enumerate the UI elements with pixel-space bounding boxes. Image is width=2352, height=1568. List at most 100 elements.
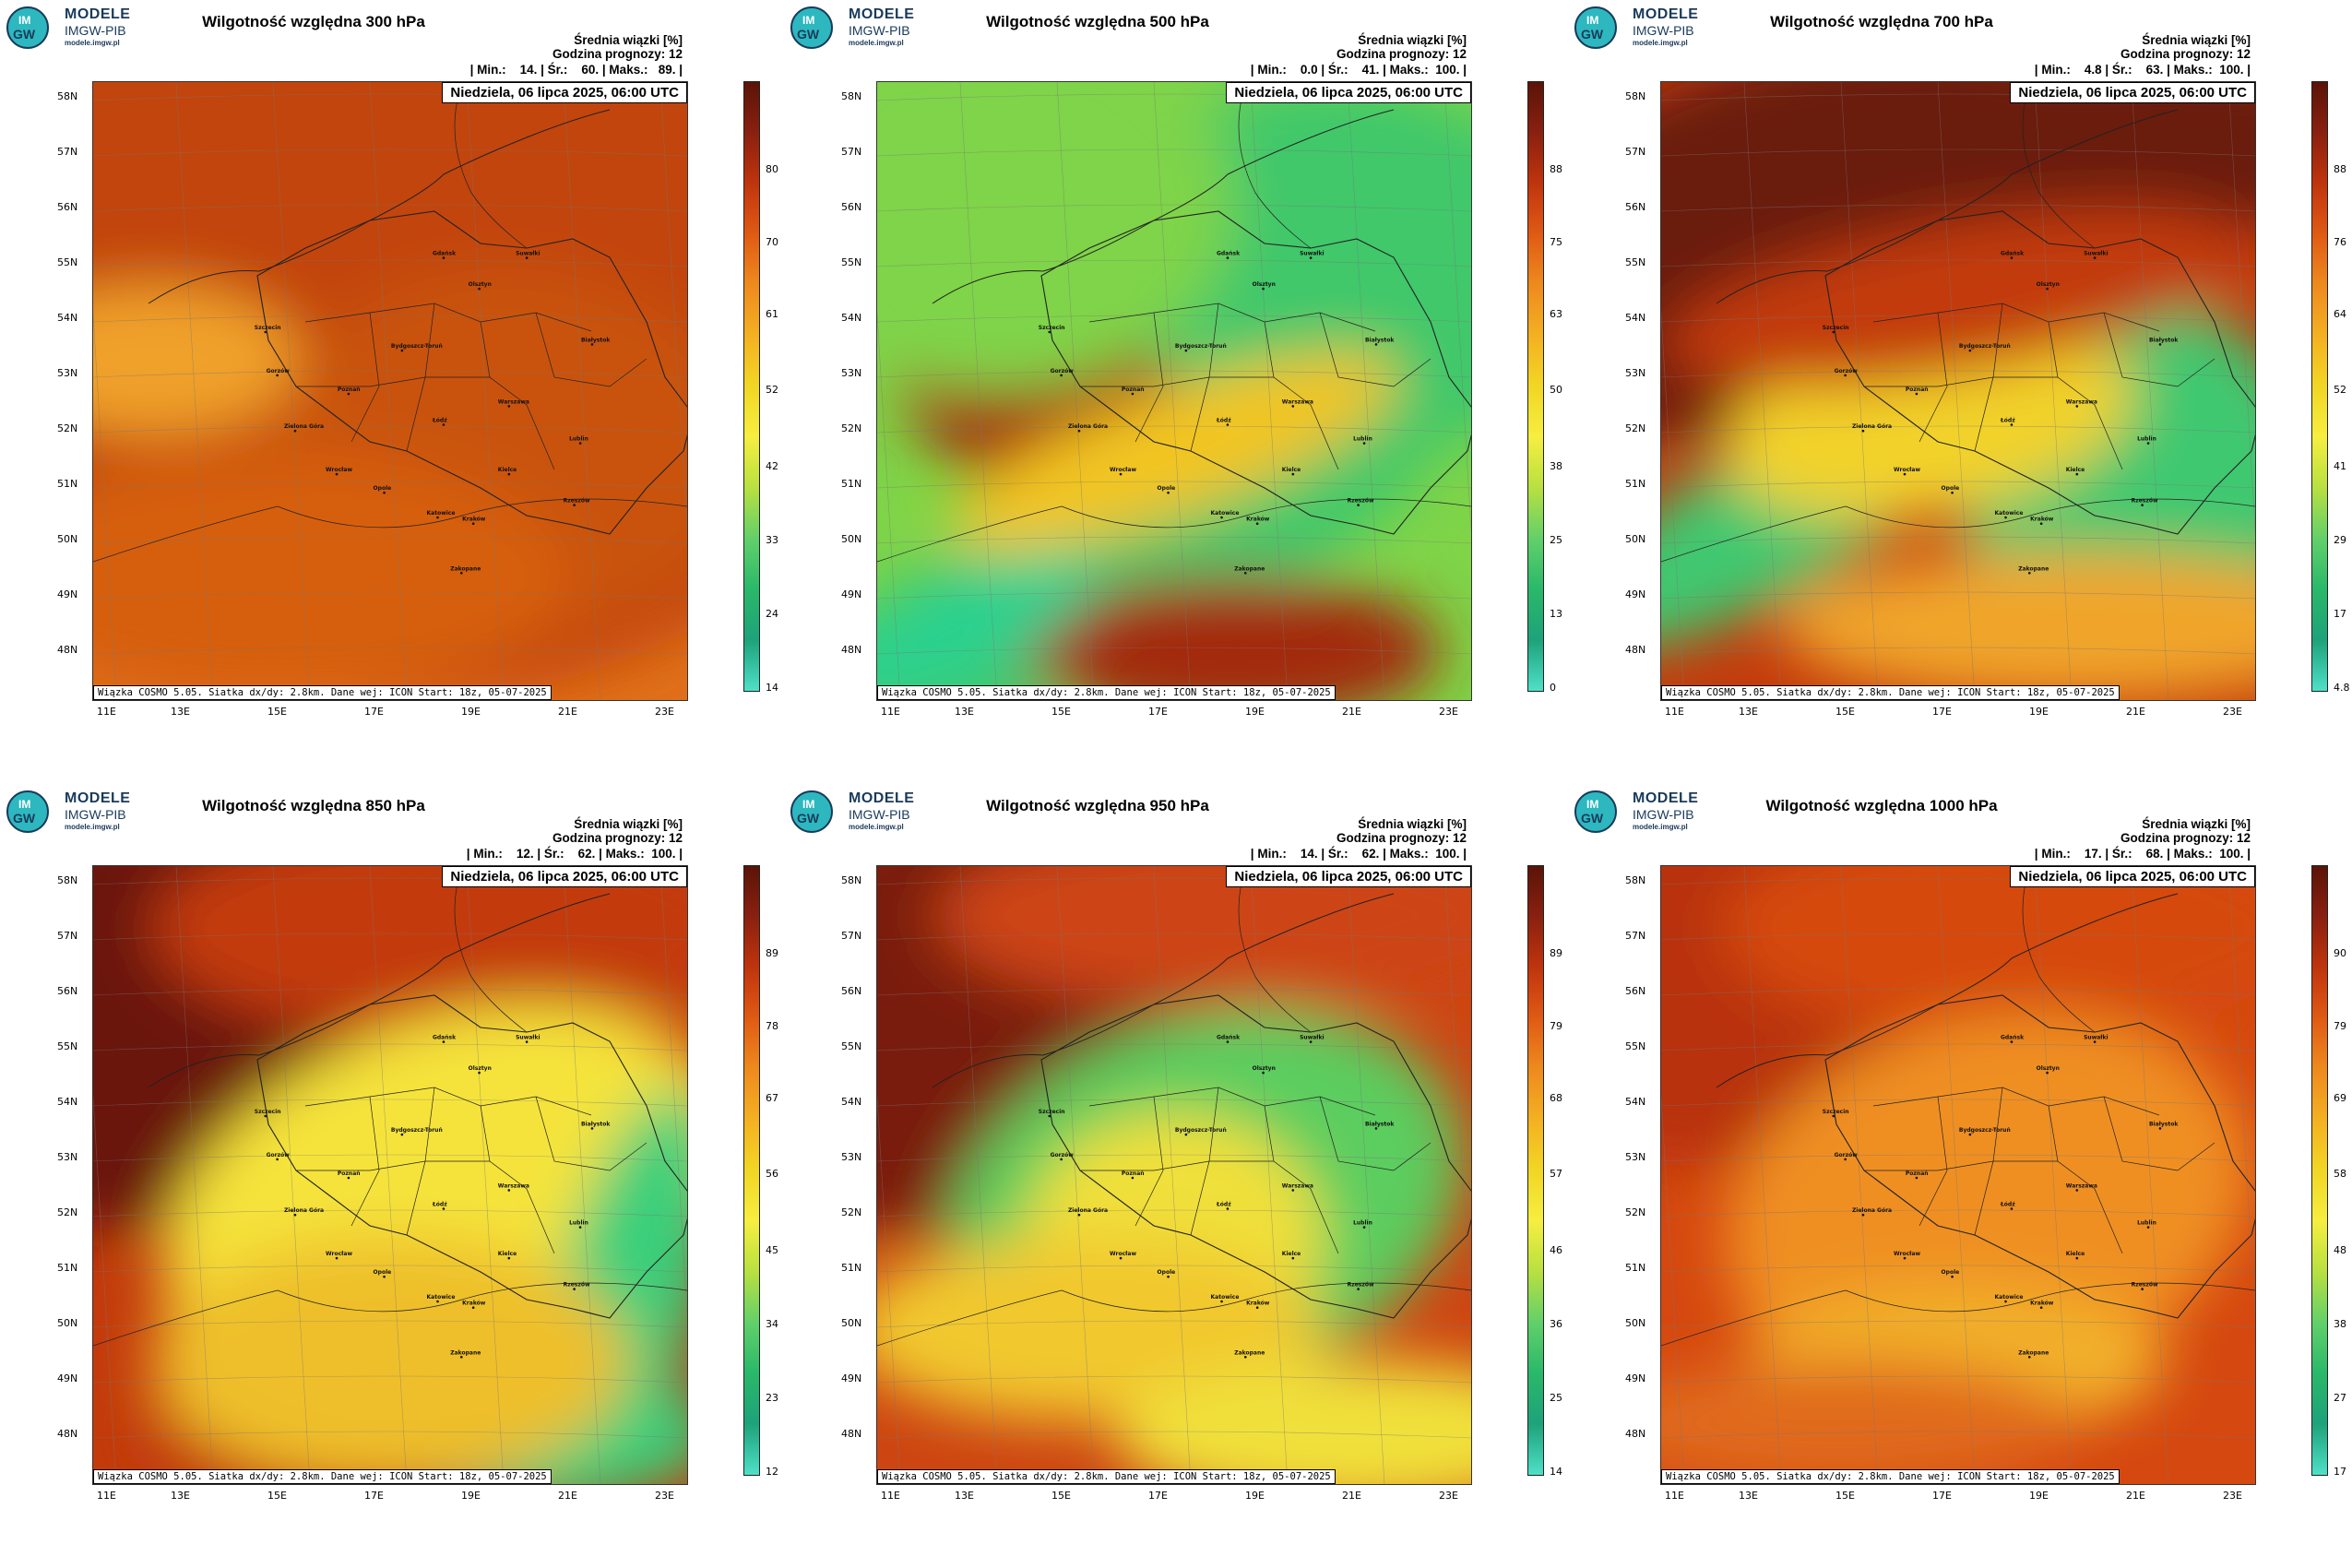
colorbar-tick: 63 [1550, 308, 1562, 320]
lat-label: 56N [841, 985, 862, 997]
lat-label: 50N [57, 1317, 78, 1329]
city-dot [1291, 1189, 1295, 1192]
city-label: Gdańsk [1217, 1035, 1241, 1041]
city-dot [1262, 287, 1265, 291]
colorbar-tick: 29 [2334, 534, 2346, 546]
lat-label: 58N [57, 90, 78, 102]
city-label: Opole [374, 485, 392, 492]
svg-text:GW: GW [1581, 27, 1604, 42]
city-dot [1077, 429, 1081, 433]
city-dot [383, 491, 386, 494]
meta-block: Średnia wiązki [%] Godzina prognozy: 12 [552, 33, 683, 61]
stats-line: | Min.: 17. | Śr.: 68. | Maks.: 100. | [2034, 847, 2251, 861]
city-label: Warszawa [2066, 398, 2097, 405]
city-label: Zielona Góra [1852, 423, 1892, 430]
brand-org: IMGW-PIB [849, 807, 910, 822]
lat-label: 50N [57, 533, 78, 545]
city-dot [1915, 392, 1918, 396]
colorbar-tick: 0 [1550, 682, 1556, 694]
city-label: Gdańsk [433, 251, 457, 257]
city-dot [573, 504, 576, 506]
city-label: Katowice [427, 1294, 456, 1301]
lon-label: 17E [364, 1490, 384, 1502]
colorbar-tick: 61 [766, 308, 778, 320]
stats-line: | Min.: 14. | Śr.: 60. | Maks.: 89. | [469, 63, 683, 77]
lat-label: 51N [57, 1262, 78, 1274]
brand-name: MODELE [1633, 6, 1699, 22]
lat-label: 58N [57, 874, 78, 886]
city-dot [2004, 1300, 2007, 1303]
lon-label: 19E [1245, 1490, 1265, 1502]
lat-label: 51N [841, 478, 862, 490]
city-dot [1374, 1127, 1378, 1130]
city-label: Łódź [1216, 1202, 1231, 1208]
lat-label: 53N [1625, 367, 1646, 379]
brand-org: IMGW-PIB [1633, 23, 1694, 38]
meta-block: Średnia wiązki [%] Godzina prognozy: 12 [552, 817, 683, 845]
lon-label: 11E [881, 1490, 900, 1502]
lat-label: 52N [1625, 1206, 1646, 1218]
city-label: Kraków [2030, 517, 2054, 523]
map-area: Gdańsk Suwałki Olsztyn Szczecin Bydgoszcz-To… [1660, 865, 2256, 1485]
brand-url: modele.imgw.pl [1633, 823, 1688, 831]
city-dot [2075, 472, 2079, 476]
lon-label: 17E [364, 706, 384, 718]
city-label: Białystok [2149, 1121, 2179, 1127]
lat-label: 58N [1625, 874, 1646, 886]
colorbar [743, 865, 760, 1476]
city-label: Lublin [1353, 436, 1372, 443]
brand-name: MODELE [65, 6, 131, 22]
valid-date: Niedziela, 06 lipca 2025, 06:00 UTC [442, 82, 687, 103]
city-label: Olsztyn [2037, 281, 2060, 288]
brand-org: IMGW-PIB [65, 807, 126, 822]
city-label: Zakopane [450, 565, 481, 572]
city-dot [2039, 1306, 2043, 1309]
city-dot [1226, 256, 1229, 259]
colorbar-tick: 24 [766, 608, 778, 620]
city-dot [1291, 1256, 1295, 1260]
city-label: Łódź [1216, 418, 1231, 424]
colorbar-tick: 38 [1550, 460, 1562, 472]
city-label: Łódź [432, 1202, 447, 1208]
svg-text:GW: GW [13, 811, 36, 826]
imgw-logo-icon: IM GW [790, 6, 833, 49]
city-dot [1262, 1071, 1265, 1075]
meta-block: Średnia wiązki [%] Godzina prognozy: 12 [1336, 817, 1467, 845]
colorbar-tick: 17 [2334, 1466, 2346, 1478]
meta-forecast-hour: Godzina prognozy: 12 [2120, 831, 2251, 845]
city-dot [1167, 1275, 1170, 1278]
model-footer: Wiązka COSMO 5.05. Siatka dx/dy: 2.8km. … [1661, 1469, 2120, 1484]
city-dot [1357, 1288, 1360, 1290]
lon-label: 15E [1835, 1490, 1855, 1502]
lat-label: 56N [57, 985, 78, 997]
city-label: Łódź [2000, 1202, 2015, 1208]
city-label: Katowice [1211, 510, 1240, 517]
svg-text:IM: IM [18, 14, 30, 27]
city-dot [507, 472, 511, 476]
meta-units: Średnia wiązki [%] [574, 33, 683, 47]
colorbar-tick: 52 [766, 384, 778, 396]
stats-line: | Min.: 12. | Śr.: 62. | Maks.: 100. | [466, 847, 683, 861]
city-dot [1226, 1040, 1229, 1043]
city-dot [578, 1226, 582, 1229]
lat-label: 51N [841, 1262, 862, 1274]
lon-label: 11E [1665, 706, 1684, 718]
lon-label: 15E [1051, 1490, 1071, 1502]
city-dot [2075, 1256, 2079, 1260]
imgw-logo-icon: IM GW [1574, 790, 1617, 833]
colorbar-tick: 67 [766, 1092, 778, 1104]
city-dot [1255, 522, 1259, 525]
city-dot [2010, 256, 2013, 259]
city-dot [2046, 287, 2049, 291]
city-dot [1362, 1226, 1366, 1229]
colorbar-tick: 48 [2334, 1244, 2346, 1256]
city-label: Kielce [2066, 467, 2085, 473]
lon-label: 21E [558, 1490, 577, 1502]
city-dot [400, 349, 404, 352]
valid-date: Niedziela, 06 lipca 2025, 06:00 UTC [1226, 866, 1471, 887]
city-dot [1832, 1114, 1835, 1118]
brand-name: MODELE [849, 790, 915, 806]
city-dot [1968, 349, 1972, 352]
city-label: Szczecin [255, 1109, 281, 1115]
city-label: Suwałki [2084, 251, 2108, 257]
